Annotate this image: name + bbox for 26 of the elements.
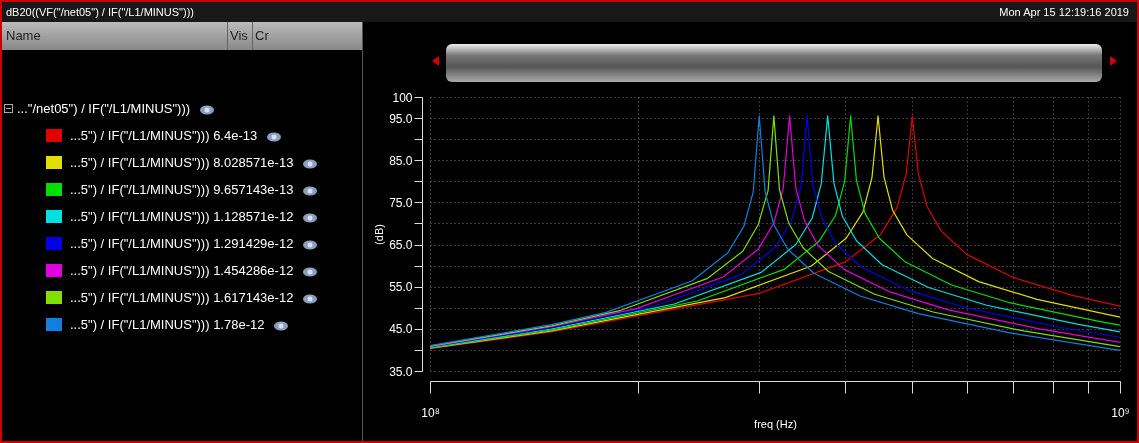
y-tick-label: 85.0	[389, 153, 413, 168]
y-tick-label: 100	[392, 90, 413, 105]
y-tick-label: 55.0	[389, 280, 413, 295]
text: Vis	[230, 28, 248, 43]
text: Mon Apr 15 12:19:16 2019	[999, 6, 1129, 18]
text: Name	[6, 28, 41, 43]
x-axis-title: freq (Hz)	[754, 417, 797, 430]
legend-label: ...5") / IF("/L1/MINUS"))) 1.617143e-12	[70, 289, 294, 305]
legend-label: ...5") / IF("/L1/MINUS"))) 1.128571e-12	[70, 208, 294, 224]
y-axis-title: (dB)	[373, 224, 386, 245]
y-tick-label: 65.0	[389, 238, 413, 253]
legend-label: ...5") / IF("/L1/MINUS"))) 1.454286e-12	[70, 262, 294, 278]
y-tick-label: 95.0	[389, 111, 413, 126]
legend-title: ..."/net05") / IF("/L1/MINUS")))	[17, 100, 191, 116]
legend-label: ...5") / IF("/L1/MINUS"))) 6.4e-13	[70, 127, 258, 143]
x-tick-label: 10⁸	[421, 405, 440, 420]
legend-label: ...5") / IF("/L1/MINUS"))) 9.657143e-13	[70, 181, 294, 197]
y-tick-label: 35.0	[389, 364, 413, 379]
text: dB20((VF("/net05") / IF("/L1/MINUS")))	[6, 6, 194, 18]
y-tick-label: 75.0	[389, 195, 413, 210]
legend-label: ...5") / IF("/L1/MINUS"))) 1.291429e-12	[70, 235, 294, 251]
text: Cr	[255, 28, 269, 43]
legend-label: ...5") / IF("/L1/MINUS"))) 8.028571e-13	[70, 154, 294, 170]
legend-label: ...5") / IF("/L1/MINUS"))) 1.78e-12	[70, 316, 265, 332]
y-tick-label: 45.0	[389, 322, 413, 337]
x-tick-label: 10⁹	[1111, 405, 1130, 420]
